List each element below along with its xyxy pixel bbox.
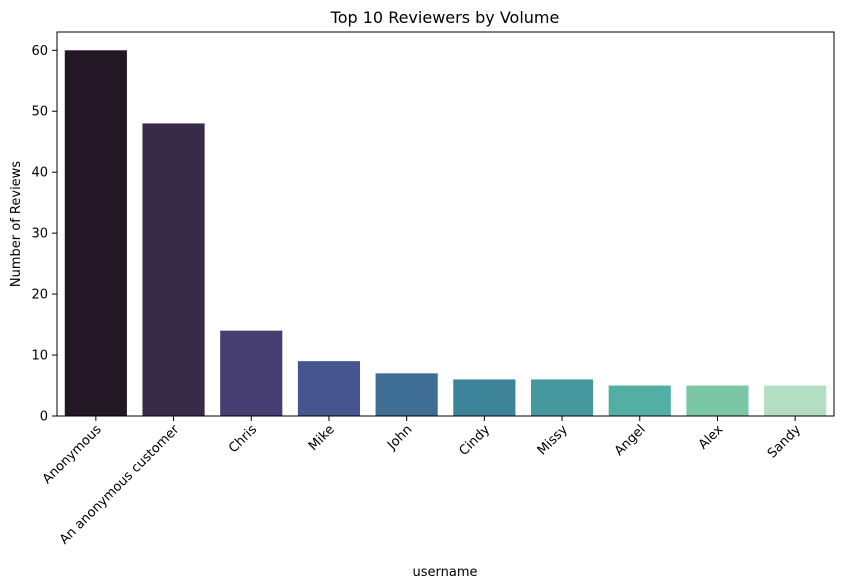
x-axis-label: username [413,565,478,580]
bar [142,123,205,416]
x-tick-label: John [384,422,415,453]
bar [64,50,127,417]
y-tick-label: 60 [31,44,48,59]
bar [375,373,438,416]
bar [686,385,749,416]
bar [764,385,827,416]
plot-frame [56,31,835,417]
y-tick-label: 40 [31,166,48,181]
bar [530,379,594,416]
x-tick-label: Anonymous [40,422,105,487]
x-tick-label: Mike [306,422,338,454]
y-tick-label: 10 [31,349,48,364]
y-tick-label: 20 [31,288,48,303]
bar [220,330,283,416]
x-tick-label: Alex [696,422,727,453]
chart-title: Top 10 Reviewers by Volume [330,8,560,27]
x-tick-label: Angel [612,422,649,459]
y-tick-label: 50 [31,105,48,120]
bar [453,379,516,416]
y-axis-label: Number of Reviews [9,161,24,287]
y-tick-label: 30 [31,227,48,242]
y-tick-label: 0 [40,410,48,425]
x-tick-label: Cindy [456,422,493,459]
bar [608,385,671,416]
x-tick-label: Sandy [765,422,804,461]
bar [297,361,361,416]
x-tick-label: Missy [535,422,571,458]
x-tick-label: Chris [226,422,260,456]
